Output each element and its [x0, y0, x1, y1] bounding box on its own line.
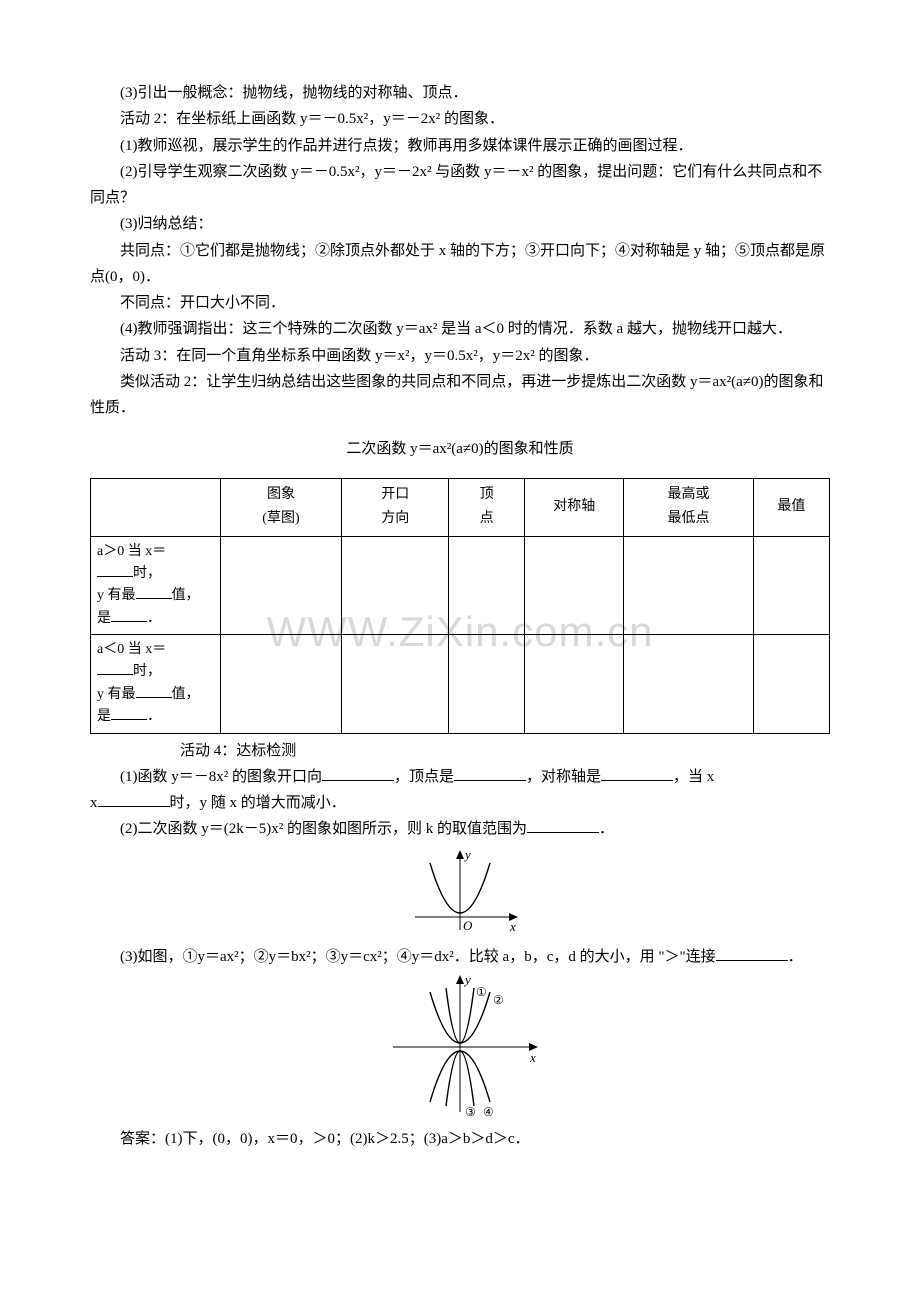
axis-x-label: x — [509, 919, 516, 934]
svg-text:y: y — [463, 972, 471, 987]
question-1-cont: x时，y 随 x 的增大而减小． — [90, 790, 830, 816]
curve-4-label: ④ — [483, 1105, 494, 1119]
properties-table: 图象 (草图) 开口 方向 顶 点 对称轴 最高或 最低点 最值 a＞0 当 x… — [90, 478, 830, 734]
para-diff: 不同点：开口大小不同． — [90, 290, 830, 316]
para-activity3: 活动 3：在同一个直角坐标系中画函数 y＝x²，y＝0.5x²，y＝2x² 的图… — [90, 343, 830, 369]
four-parabolas-figure: y x ① ② ③ ④ — [375, 972, 545, 1122]
parabola-up-figure: y x O — [395, 845, 525, 940]
th-vertex: 顶 点 — [449, 478, 525, 536]
th-axis: 对称轴 — [525, 478, 624, 536]
th-sketch: 图象 (草图) — [220, 478, 342, 536]
para-a2-1: (1)教师巡视，展示学生的作品并进行点拨；教师再用多媒体课件展示正确的画图过程． — [90, 133, 830, 159]
para-a2-3: (3)归纳总结： — [90, 211, 830, 237]
para-activity2: 活动 2：在坐标纸上画函数 y＝－0.5x²，y＝－2x² 的图象． — [90, 106, 830, 132]
row-a-lt-0: a＜0 当 x＝ 时， y 有最值， 是． — [91, 635, 221, 734]
row-a-gt-0: a＞0 当 x＝ 时， y 有最值， 是． — [91, 536, 221, 635]
question-2: (2)二次函数 y＝(2k－5)x² 的图象如图所示，则 k 的取值范围为． — [90, 816, 830, 842]
th-open: 开口 方向 — [342, 478, 449, 536]
curve-1-label: ① — [476, 985, 487, 999]
question-3: (3)如图，①y＝ax²；②y＝bx²；③y＝cx²；④y＝dx²．比较 a，b… — [90, 944, 830, 970]
para-a2-4: (4)教师强调指出：这三个特殊的二次函数 y＝ax² 是当 a＜0 时的情况．系… — [90, 316, 830, 342]
answer-line: 答案：(1)下，(0，0)，x＝0，＞0；(2)k＞2.5；(3)a＞b＞d＞c… — [90, 1126, 830, 1152]
axis-y-label: y — [463, 847, 471, 862]
table-header-row: 图象 (草图) 开口 方向 顶 点 对称轴 最高或 最低点 最值 — [91, 478, 830, 536]
th-highlow: 最高或 最低点 — [624, 478, 754, 536]
table-row: a＞0 当 x＝ 时， y 有最值， 是． — [91, 536, 830, 635]
table-title: 二次函数 y＝ax²(a≠0)的图象和性质 — [90, 436, 830, 462]
question-1: (1)函数 y＝－8x² 的图象开口向，顶点是，对称轴是，当 x — [90, 764, 830, 790]
th-extreme: 最值 — [753, 478, 829, 536]
origin-label: O — [463, 918, 473, 933]
para-3-concept: (3)引出一般概念：抛物线，抛物线的对称轴、顶点． — [90, 80, 830, 106]
para-activity4: 活动 4：达标检测 — [90, 738, 830, 764]
para-a2-2: (2)引导学生观察二次函数 y＝－0.5x²，y＝－2x² 与函数 y＝－x² … — [90, 159, 830, 212]
curve-3-label: ③ — [465, 1105, 476, 1119]
table-row: a＜0 当 x＝ 时， y 有最值， 是． — [91, 635, 830, 734]
curve-2-label: ② — [493, 993, 504, 1007]
document-body: (3)引出一般概念：抛物线，抛物线的对称轴、顶点． 活动 2：在坐标纸上画函数 … — [90, 80, 830, 1152]
th-blank — [91, 478, 221, 536]
svg-text:x: x — [529, 1050, 536, 1065]
para-common: 共同点：①它们都是抛物线；②除顶点外都处于 x 轴的下方；③开口向下；④对称轴是… — [90, 238, 830, 291]
para-a3-similar: 类似活动 2：让学生归纳总结出这些图象的共同点和不同点，再进一步提炼出二次函数 … — [90, 369, 830, 422]
